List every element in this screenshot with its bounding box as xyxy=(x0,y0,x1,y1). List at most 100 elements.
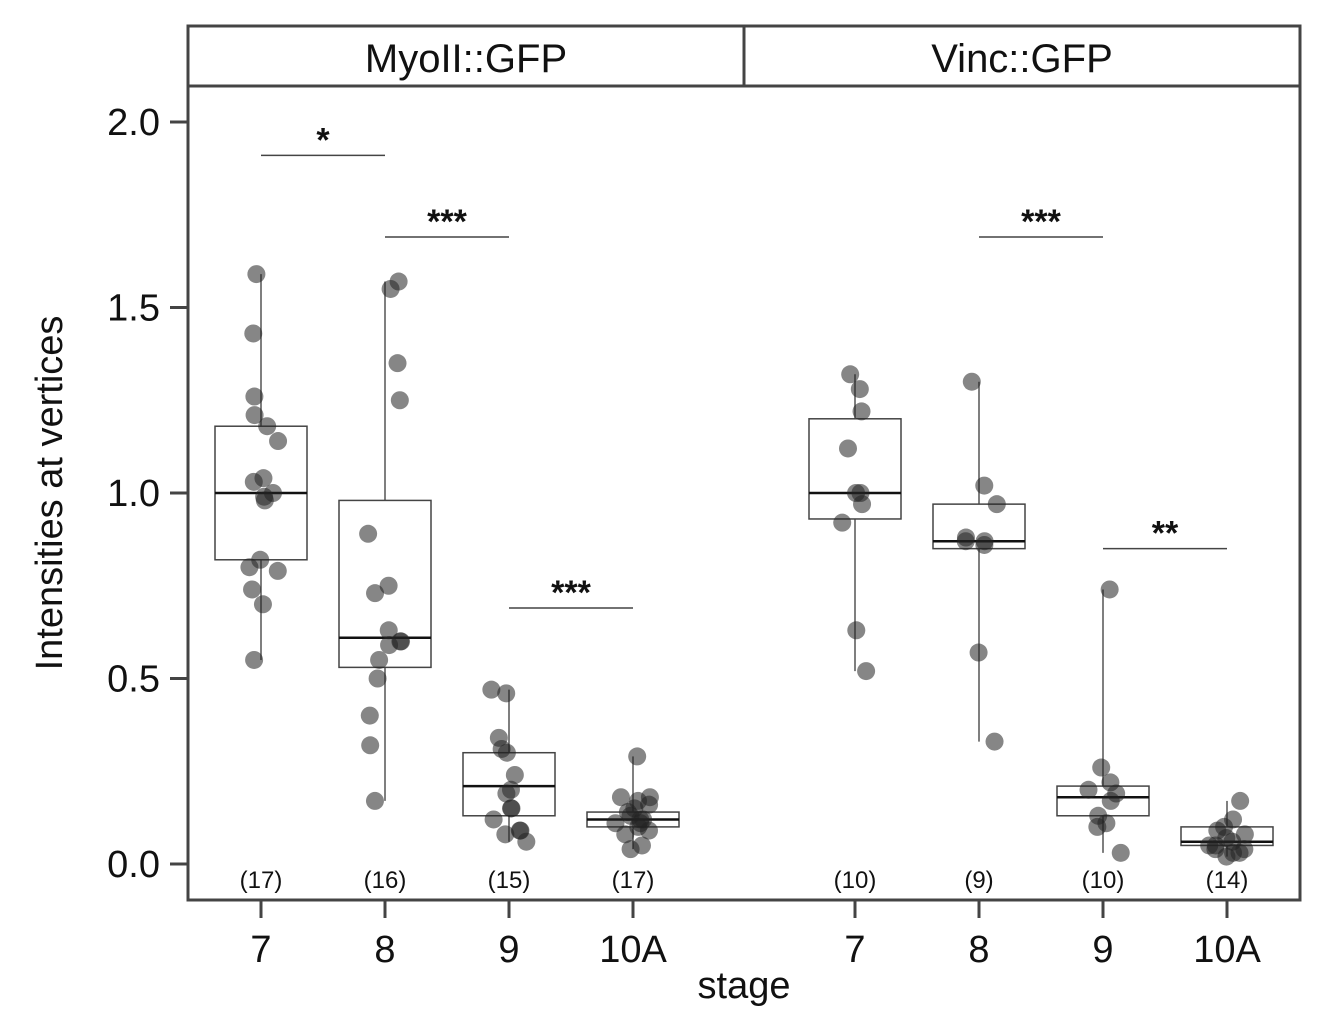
data-point xyxy=(850,380,869,399)
data-point xyxy=(482,680,501,699)
significance-label: *** xyxy=(1021,203,1061,241)
data-point xyxy=(365,791,384,810)
data-point xyxy=(240,558,259,577)
y-tick-label: 0.5 xyxy=(107,659,160,701)
data-point xyxy=(857,662,876,681)
n-label: (10) xyxy=(1082,867,1125,894)
data-point xyxy=(388,354,407,373)
data-point xyxy=(497,784,516,803)
data-point xyxy=(502,799,521,818)
data-point xyxy=(621,840,640,859)
panels-layer: (17) (16) (15) (17)*******(10) (9) (10) (14)**… xyxy=(214,121,1274,894)
group-stage-8: (9) xyxy=(932,372,1026,894)
group-stage-7: (17) xyxy=(214,265,308,894)
data-point xyxy=(379,576,398,595)
data-point xyxy=(985,732,1004,751)
data-point xyxy=(987,495,1006,514)
group-stage-7: (10) xyxy=(808,365,902,894)
group-stage-10A: (14) xyxy=(1180,791,1274,894)
x-tick-label: 8 xyxy=(968,929,989,971)
data-point xyxy=(390,391,409,410)
group-stage-8: (16) xyxy=(338,272,432,894)
data-point xyxy=(833,513,852,532)
data-point xyxy=(1217,847,1236,866)
data-point xyxy=(244,324,263,343)
data-point xyxy=(962,372,981,391)
n-label: (16) xyxy=(364,867,407,894)
data-point xyxy=(245,387,264,406)
x-tick-label: 10A xyxy=(599,929,667,971)
data-point xyxy=(258,417,277,436)
panel-1: (10) (9) (10) (14)***** xyxy=(808,203,1274,894)
data-point xyxy=(360,706,379,725)
x-axis-title: stage xyxy=(698,965,791,1007)
data-point xyxy=(381,279,400,298)
significance-label: * xyxy=(316,121,330,159)
panel-title-myoii: MyoII::GFP xyxy=(365,37,567,81)
y-tick-label: 1.5 xyxy=(107,288,160,330)
data-point xyxy=(484,810,503,829)
panel-strip-vinc xyxy=(742,24,1302,88)
n-label: (9) xyxy=(964,867,993,894)
data-point xyxy=(611,788,630,807)
data-point xyxy=(969,643,988,662)
data-point xyxy=(268,561,287,580)
y-tick-label: 2.0 xyxy=(107,102,160,144)
panel-0: (17) (16) (15) (17)******* xyxy=(214,121,680,894)
significance-label: ** xyxy=(1152,515,1179,553)
panel-strip-myoii xyxy=(186,24,746,88)
data-point xyxy=(628,747,647,766)
data-point xyxy=(1101,791,1120,810)
group-stage-9: (10) xyxy=(1056,580,1150,894)
group-stage-10A: (17) xyxy=(586,747,680,894)
data-point xyxy=(852,402,871,421)
data-point xyxy=(366,584,385,603)
data-point xyxy=(359,524,378,543)
data-point xyxy=(517,832,536,851)
x-tick-label: 7 xyxy=(844,929,865,971)
data-point xyxy=(616,825,635,844)
n-label: (17) xyxy=(612,867,655,894)
x-tick-label: 10A xyxy=(1193,929,1261,971)
data-point xyxy=(975,532,994,551)
x-tick-label: 8 xyxy=(374,929,395,971)
data-point xyxy=(956,532,975,551)
data-point xyxy=(244,472,263,491)
data-point xyxy=(1100,580,1119,599)
n-label: (10) xyxy=(834,867,877,894)
data-point xyxy=(361,736,380,755)
data-point xyxy=(1088,817,1107,836)
significance-label: *** xyxy=(427,203,467,241)
data-point xyxy=(243,580,262,599)
data-point xyxy=(1111,843,1130,862)
data-point xyxy=(247,265,266,284)
significance-label: *** xyxy=(551,574,591,612)
data-point xyxy=(505,765,524,784)
y-axis-title: Intensities at vertices xyxy=(29,316,71,671)
panel-title-vinc: Vinc::GFP xyxy=(931,37,1113,81)
y-tick-label: 0.0 xyxy=(107,844,160,886)
group-stage-9: (15) xyxy=(462,680,556,894)
data-point xyxy=(368,669,387,688)
data-point xyxy=(1079,780,1098,799)
data-point xyxy=(838,439,857,458)
data-point xyxy=(253,595,272,614)
data-point xyxy=(245,650,264,669)
data-point xyxy=(497,684,516,703)
x-tick-label: 9 xyxy=(1092,929,1113,971)
data-point xyxy=(380,636,399,655)
x-tick-label: 9 xyxy=(498,929,519,971)
n-label: (17) xyxy=(240,867,283,894)
y-axis: 0.0 0.5 1.0 1.5 2.0 xyxy=(107,102,188,886)
data-point xyxy=(370,650,389,669)
n-label: (14) xyxy=(1206,867,1249,894)
n-label: (15) xyxy=(488,867,531,894)
data-point xyxy=(1092,758,1111,777)
x-tick-label: 7 xyxy=(250,929,271,971)
data-point xyxy=(497,743,516,762)
data-point xyxy=(853,495,872,514)
x-axis: 7 8 9 10A 7 8 9 10A xyxy=(250,900,1261,971)
data-point xyxy=(255,491,274,510)
data-point xyxy=(975,476,994,495)
